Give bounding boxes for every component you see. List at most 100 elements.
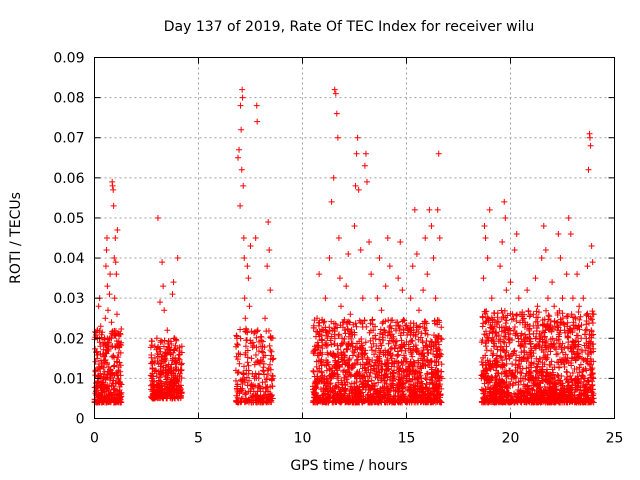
data-point [569,391,576,398]
data-point [532,275,539,282]
data-point [359,365,366,372]
data-point [544,295,551,302]
data-point [369,347,376,354]
data-point [334,324,341,331]
data-point [92,367,99,374]
data-point [359,384,366,391]
data-point [575,380,582,387]
data-point [502,314,509,321]
data-point [322,295,329,302]
data-point [399,287,406,294]
data-point [424,346,431,353]
data-point [172,336,179,343]
data-point [151,354,158,361]
data-point [99,396,106,403]
data-point [341,354,348,361]
data-point [493,333,500,340]
y-tick-label: 0 [76,412,85,428]
data-point [158,337,165,344]
data-point [556,329,563,336]
data-point [178,389,185,396]
data-point [548,391,555,398]
data-point [561,363,568,370]
data-point [337,342,344,349]
data-point [568,311,575,318]
data-point [162,372,169,379]
data-point [422,330,429,337]
data-point [266,342,273,349]
data-point [110,186,117,193]
y-tick-label: 0.08 [53,91,84,107]
data-point [101,359,108,366]
data-point [497,263,504,270]
data-point [346,369,353,376]
data-point [249,383,256,390]
data-point [432,345,439,352]
data-point [563,376,570,383]
data-point [539,328,546,335]
data-point [147,382,154,389]
data-point [118,326,125,333]
data-point [103,397,110,404]
data-point [412,397,419,404]
data-point [381,383,388,390]
data-point [534,382,541,389]
data-point [365,395,372,402]
data-point [500,361,507,368]
data-point [488,314,495,321]
data-point [375,353,382,360]
data-point [178,375,185,382]
data-point [319,337,326,344]
data-point [372,370,379,377]
x-tick-label: 25 [606,431,624,447]
data-point [340,368,347,375]
data-point [530,311,537,318]
x-tick-label: 0 [90,431,99,447]
data-point [401,343,408,350]
data-point [241,295,248,302]
data-point [387,352,394,359]
data-point [483,338,490,345]
data-point [242,325,249,332]
data-point [380,351,387,358]
data-point [501,339,508,346]
data-point [406,368,413,375]
data-point [553,387,560,394]
data-point [317,386,324,393]
data-point [169,291,176,298]
data-point [370,393,377,400]
y-axis-label: ROTI / TECUs [8,192,24,284]
data-point [170,370,177,377]
x-axis-label: GPS time / hours [290,458,407,474]
data-point [580,366,587,373]
data-point [513,230,520,237]
data-point [319,345,326,352]
data-point [526,397,533,404]
data-point [489,388,496,395]
data-point [392,338,399,345]
data-point [340,339,347,346]
data-point [399,362,406,369]
data-point [149,359,156,366]
data-point [554,311,561,318]
data-point [354,340,361,347]
data-point [434,353,441,360]
data-point [341,316,348,323]
data-point [249,393,256,400]
data-point [580,356,587,363]
data-point [343,376,350,383]
data-point [111,295,118,302]
data-point [99,379,106,386]
y-tick-label: 0.06 [53,171,84,187]
data-point [556,391,563,398]
data-point [233,332,240,339]
data-point [436,235,443,241]
data-point [499,364,506,371]
data-point [361,317,368,324]
data-point [549,279,556,286]
data-point [314,329,321,336]
data-point [309,383,316,390]
data-point [397,332,404,339]
data-point [172,342,179,349]
y-tick-label: 0.05 [53,211,84,227]
